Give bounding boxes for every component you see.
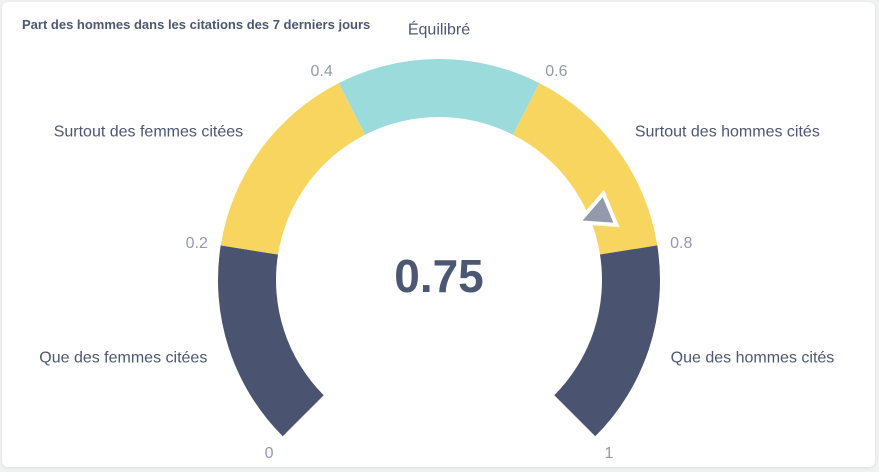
gauge-band-label: Équilibré (408, 20, 470, 39)
gauge-band-label: Que des femmes citées (39, 349, 207, 366)
gauge-tick-label: 0.2 (186, 235, 208, 252)
gauge-tick-label: 0.8 (670, 235, 692, 252)
gauge-band-label: Surtout des femmes citées (54, 123, 243, 140)
gauge-value: 0.75 (394, 250, 484, 302)
gauge-band-5[interactable] (554, 245, 660, 437)
gauge-band-1[interactable] (218, 245, 324, 437)
gauge-tick-label: 0 (265, 445, 274, 462)
gauge-needle (574, 189, 620, 228)
gauge-band-4[interactable] (513, 83, 658, 255)
gauge-band-3[interactable] (338, 58, 540, 135)
gauge-tick-label: 0.6 (545, 63, 567, 80)
gauge-tick-label: 1 (604, 445, 613, 462)
card-title[interactable]: Part des hommes dans les citations des 7… (22, 17, 371, 32)
gauge-band-2[interactable] (220, 83, 365, 255)
gauge-band-label: Que des hommes cités (671, 349, 835, 366)
gauge-tick-label: 0.4 (311, 63, 333, 80)
gauge-band-label: Surtout des hommes cités (635, 123, 820, 140)
